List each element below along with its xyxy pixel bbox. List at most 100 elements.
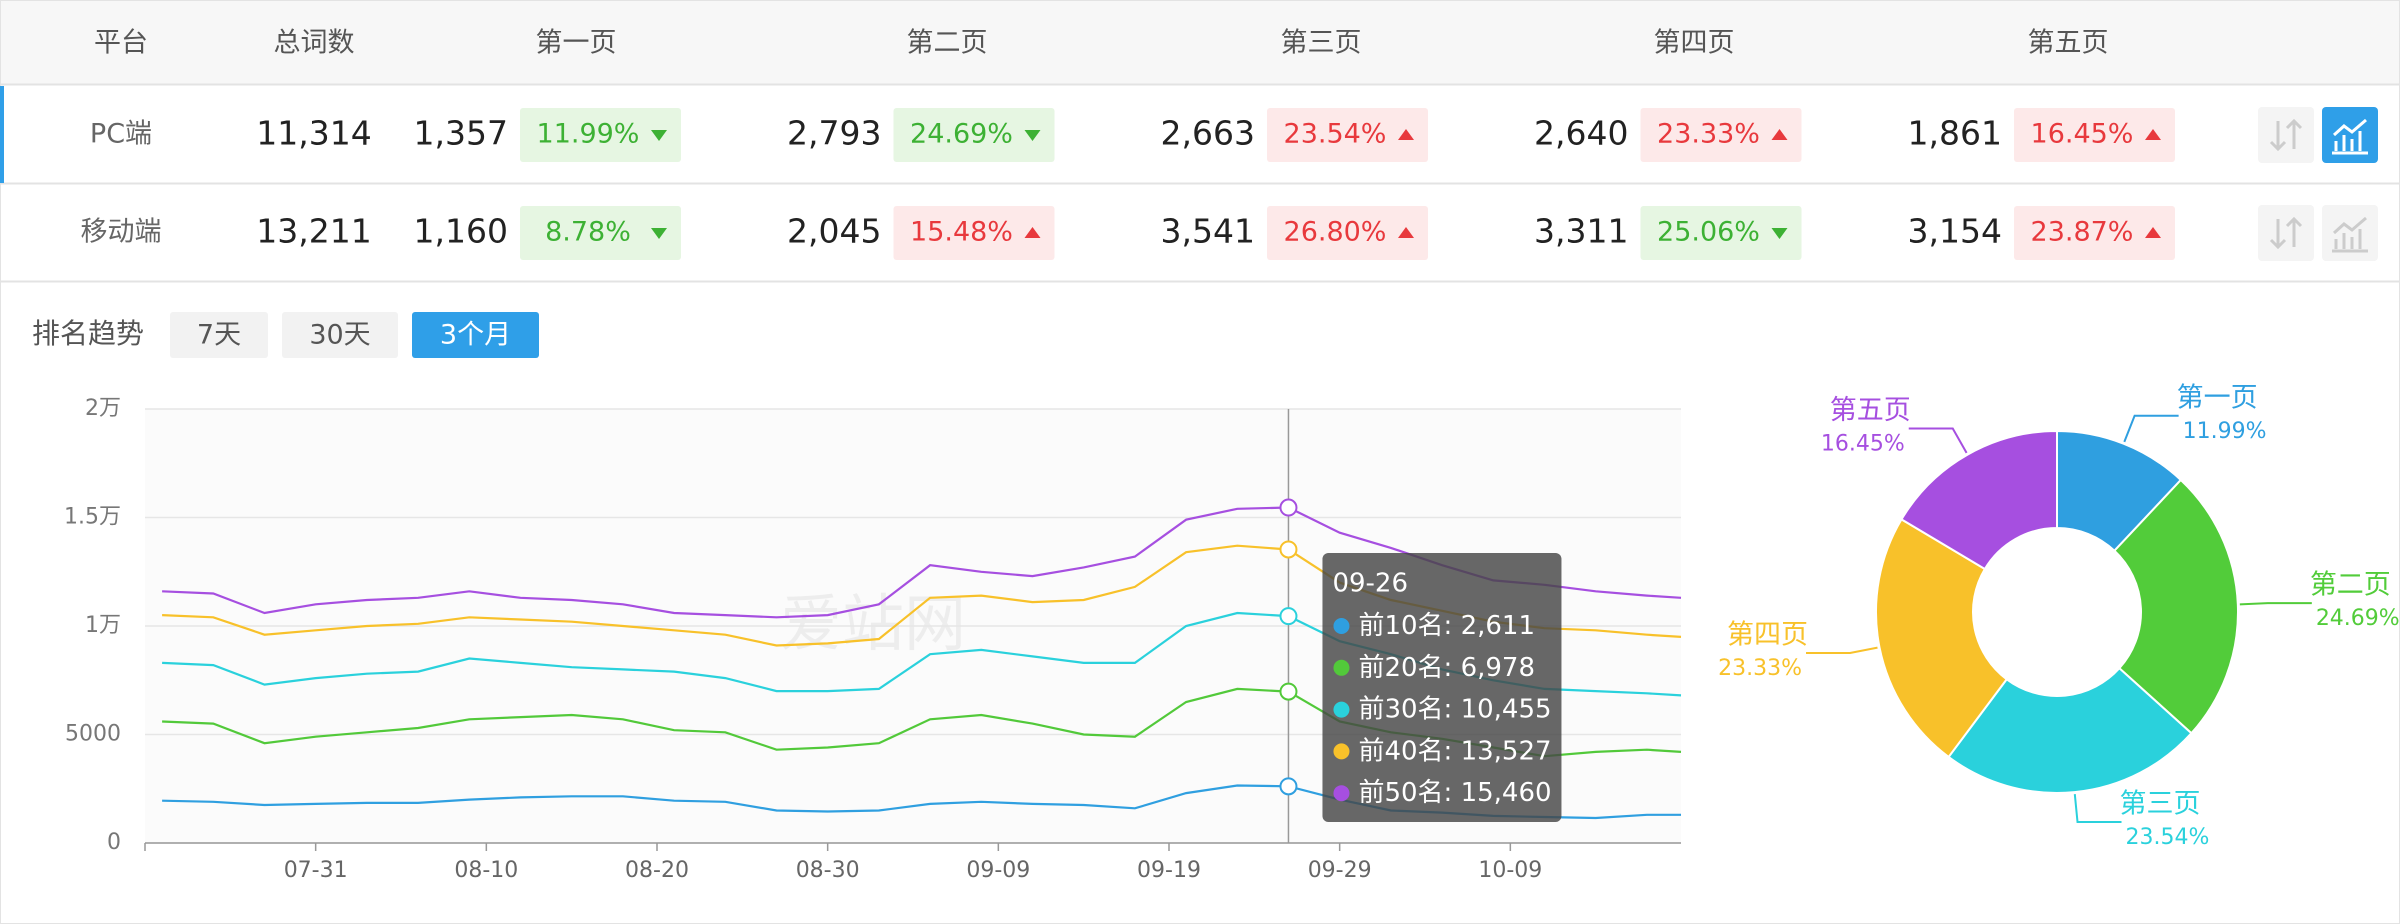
share: 26.80% <box>1284 217 1387 248</box>
share: 11.99% <box>537 119 640 150</box>
share: 16.45% <box>2031 119 2134 150</box>
tooltip-separator: : <box>1444 778 1461 808</box>
series-name: 前20名 <box>1358 652 1443 682</box>
share-badge <box>893 206 1055 260</box>
trend-down-arrow <box>1024 130 1041 141</box>
range-tab[interactable] <box>412 312 539 358</box>
tooltip-item: 前40名: 13,527 <box>1358 736 1551 766</box>
share-badge <box>2014 108 2175 162</box>
pie-label: 第四页 <box>1727 620 1808 651</box>
page-count: 3,154 <box>1908 212 2002 251</box>
pie-label: 第三页 <box>2120 789 2201 820</box>
sort-button[interactable] <box>2258 205 2314 261</box>
column-header: 总词数 <box>274 28 355 59</box>
share-badge <box>520 108 681 162</box>
trend-down-arrow <box>651 228 667 239</box>
tooltip-value: 6,978 <box>1461 652 1535 682</box>
pie-label: 第二页 <box>2310 570 2391 601</box>
column-header: 第五页 <box>2028 28 2109 59</box>
total-words: 13,211 <box>256 212 371 251</box>
hover-point <box>1279 498 1298 517</box>
trend-label: 排名趋势 <box>32 317 144 350</box>
page-count: 2,640 <box>1534 114 1628 153</box>
share: 25.06% <box>1657 217 1760 248</box>
series-name: 前40名 <box>1358 736 1443 766</box>
leader-line <box>2123 414 2179 443</box>
pie-slice <box>1875 518 2009 759</box>
leader-line <box>1806 646 1878 655</box>
share: 8.78% <box>545 217 631 248</box>
column-header: 第一页 <box>536 28 617 59</box>
tooltip-separator: : <box>1444 652 1461 682</box>
leader-line <box>2073 794 2122 824</box>
hover-point <box>1279 607 1298 626</box>
share: 23.33% <box>1657 119 1760 150</box>
sort-button[interactable] <box>2258 107 2314 163</box>
range-tab[interactable] <box>170 312 268 358</box>
sort-icon <box>2269 216 2303 250</box>
share-badge <box>1267 206 1428 260</box>
pie-slice <box>1947 666 2193 794</box>
tooltip-item: 前30名: 10,455 <box>1358 694 1551 724</box>
chart-icon <box>2332 216 2368 253</box>
range-tab-label: 7天 <box>197 320 241 351</box>
page-count: 3,311 <box>1534 212 1628 251</box>
series-name: 前30名 <box>1358 694 1443 724</box>
tooltip-item: 前10名: 2,611 <box>1358 611 1535 641</box>
chart-button[interactable] <box>2322 107 2378 163</box>
tooltip-dot <box>1333 785 1350 802</box>
total-words: 11,314 <box>256 114 371 153</box>
platform: 移动端 <box>81 217 162 248</box>
y-tick-label: 1万 <box>85 613 121 638</box>
share-badge <box>1267 108 1428 162</box>
tooltip-separator: : <box>1444 611 1461 641</box>
trend-down-arrow <box>1771 228 1788 239</box>
tooltip-dot <box>1333 618 1350 634</box>
page-count: 1,160 <box>414 212 508 251</box>
leader-line <box>2239 602 2312 606</box>
tooltip-value: 13,527 <box>1461 736 1552 766</box>
pie-value-label: 24.69% <box>2316 606 2400 631</box>
share-badge <box>1640 206 1802 260</box>
pie-value-label: 23.33% <box>1718 656 1802 681</box>
pie-label: 第一页 <box>2177 382 2258 413</box>
x-tick-label: 07-31 <box>284 858 348 883</box>
y-tick-label: 0 <box>107 830 121 855</box>
column-header: 第三页 <box>1281 28 1362 59</box>
pie-slice <box>1900 429 2058 571</box>
share: 23.87% <box>2031 217 2134 248</box>
tooltip-title: 09-26 <box>1332 569 1408 599</box>
tooltip-value: 15,460 <box>1461 778 1552 808</box>
trend-down-arrow <box>651 130 667 141</box>
platform: PC端 <box>90 119 152 150</box>
column-header: 第二页 <box>907 28 988 59</box>
chart-button[interactable] <box>2322 205 2378 261</box>
trend-up-arrow <box>1024 227 1041 238</box>
x-tick-label: 09-29 <box>1308 858 1372 883</box>
share-badge <box>893 108 1055 162</box>
page-count: 3,541 <box>1161 212 1255 251</box>
page-count: 1,357 <box>414 114 508 153</box>
column-header: 第四页 <box>1654 28 1735 59</box>
pie-value-label: 16.45% <box>1821 432 1905 457</box>
pie-slice <box>2113 478 2239 735</box>
range-tab[interactable] <box>282 312 398 358</box>
trend-up-arrow <box>2145 129 2161 140</box>
page-count: 1,861 <box>1908 114 2002 153</box>
watermark: 爱站网 <box>780 587 966 660</box>
y-tick-label: 1.5万 <box>64 505 121 530</box>
tooltip-separator: : <box>1444 694 1461 724</box>
y-tick-label: 2万 <box>85 396 121 421</box>
x-tick-label: 09-09 <box>966 858 1030 883</box>
x-tick-label: 10-09 <box>1478 858 1542 883</box>
leader-line <box>1908 427 1968 454</box>
page-count: 2,045 <box>787 212 881 251</box>
x-tick-label: 08-20 <box>625 858 689 883</box>
share-badge <box>1640 108 1802 162</box>
x-tick-label: 08-30 <box>796 858 860 883</box>
tooltip-dot <box>1333 701 1350 718</box>
share: 24.69% <box>910 119 1013 150</box>
hover-point <box>1279 540 1298 559</box>
